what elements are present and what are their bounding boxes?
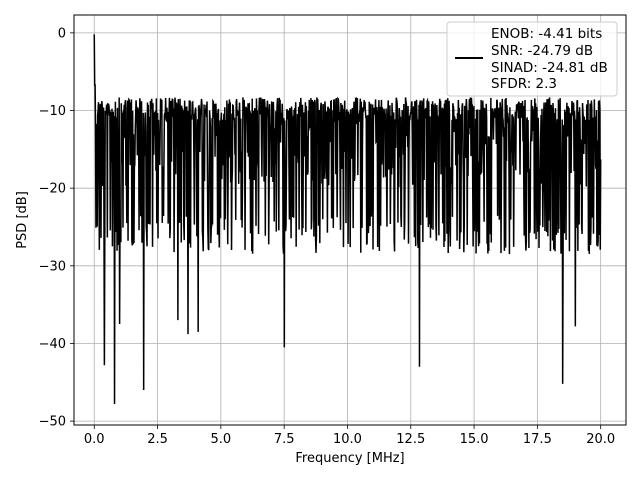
y-tick-label: −30 <box>39 259 66 274</box>
x-axis-label: Frequency [MHz] <box>295 451 404 466</box>
legend: ENOB: -4.41 bits SNR: -24.79 dB SINAD: -… <box>446 21 618 97</box>
legend-box <box>446 21 618 97</box>
x-tick-label: 12.5 <box>396 432 425 447</box>
x-tick-label: 10.0 <box>333 432 362 447</box>
y-tick-label: −50 <box>39 415 66 430</box>
legend-snr: SNR: -24.79 dB <box>491 43 593 59</box>
y-tick-label: 0 <box>58 26 66 41</box>
legend-sinad: SINAD: -24.81 dB <box>491 60 608 76</box>
x-tick-label: 17.5 <box>523 432 552 447</box>
x-tick-label: 2.5 <box>147 432 168 447</box>
legend-enob: ENOB: -4.41 bits <box>491 26 602 42</box>
x-tick-label: 0.0 <box>84 432 105 447</box>
x-tick-label: 20.0 <box>586 432 615 447</box>
axes-frame <box>73 14 627 426</box>
y-axis-label: PSD [dB] <box>15 191 30 249</box>
y-tick-label: −40 <box>39 337 66 352</box>
x-tick-label: 5.0 <box>211 432 232 447</box>
y-tick-label: −20 <box>39 182 66 197</box>
y-axis-ticks: 0 −10 −20 −30 −40 −50 <box>39 26 74 430</box>
plot-area <box>93 34 602 405</box>
x-axis-ticks: 0.0 2.5 5.0 7.5 10.0 12.5 15.0 17.5 20.0 <box>84 425 615 447</box>
y-tick-label: −10 <box>39 104 66 119</box>
psd-series-line <box>93 34 602 405</box>
legend-sfdr: SFDR: 2.3 <box>491 76 557 92</box>
x-tick-label: 7.5 <box>274 432 295 447</box>
x-tick-label: 15.0 <box>460 432 489 447</box>
